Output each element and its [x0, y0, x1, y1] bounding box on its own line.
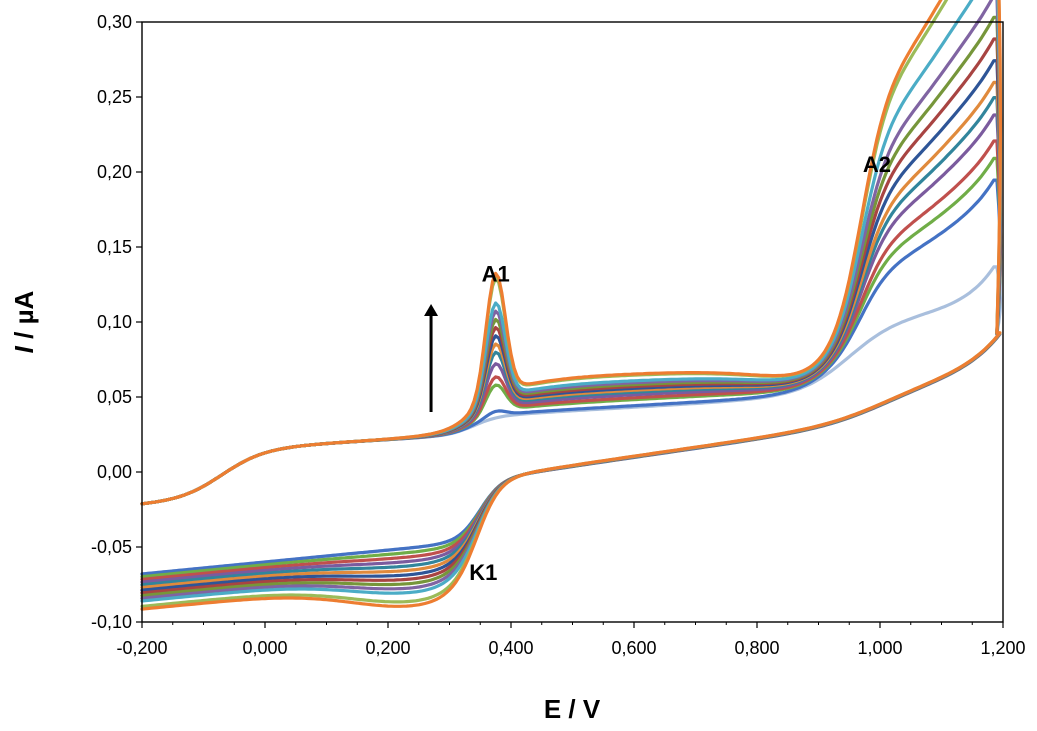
y-tick-label: 0,05 — [97, 387, 132, 407]
y-tick-label: 0,25 — [97, 87, 132, 107]
cv-scan-curve — [140, 0, 1003, 611]
x-axis-title: E / V — [544, 694, 601, 724]
y-tick-label: 0,10 — [97, 312, 132, 332]
y-axis-title-italic: I — [9, 345, 39, 353]
y-axis-title-unit: / µA — [9, 290, 39, 346]
y-tick-label: 0,15 — [97, 237, 132, 257]
x-tick-label: 0,400 — [488, 638, 533, 658]
peak-annotations: A1 A2 K1 — [469, 152, 891, 585]
x-tick-label: 1,000 — [857, 638, 902, 658]
peak-label: A2 — [863, 152, 891, 177]
x-axis-ticks: -0,200 0,000 0,200 0,400 0,600 0,800 1,000 1,20… — [116, 622, 1026, 658]
y-axis-ticks: -0,10 -0,05 0,00 0,05 0,10 0,15 0,20 0,25 0,30 — [91, 12, 142, 632]
increase-arrow-head — [424, 304, 439, 316]
y-tick-label: -0,05 — [91, 537, 132, 557]
x-tick-label: -0,200 — [116, 638, 167, 658]
y-tick-label: 0,30 — [97, 12, 132, 32]
x-tick-label: 0,000 — [242, 638, 287, 658]
x-tick-label: 1,200 — [980, 638, 1025, 658]
y-tick-label: -0,10 — [91, 612, 132, 632]
y-axis-title: I / µA — [9, 290, 39, 353]
peak-label: A1 — [482, 262, 510, 287]
y-tick-label: 0,20 — [97, 162, 132, 182]
x-tick-label: 0,600 — [611, 638, 656, 658]
y-tick-label: 0,00 — [97, 462, 132, 482]
peak-label: K1 — [469, 560, 497, 585]
increase-arrow — [424, 304, 439, 412]
series-group — [140, 0, 1003, 611]
x-tick-label: 0,200 — [365, 638, 410, 658]
x-tick-label: 0,800 — [734, 638, 779, 658]
